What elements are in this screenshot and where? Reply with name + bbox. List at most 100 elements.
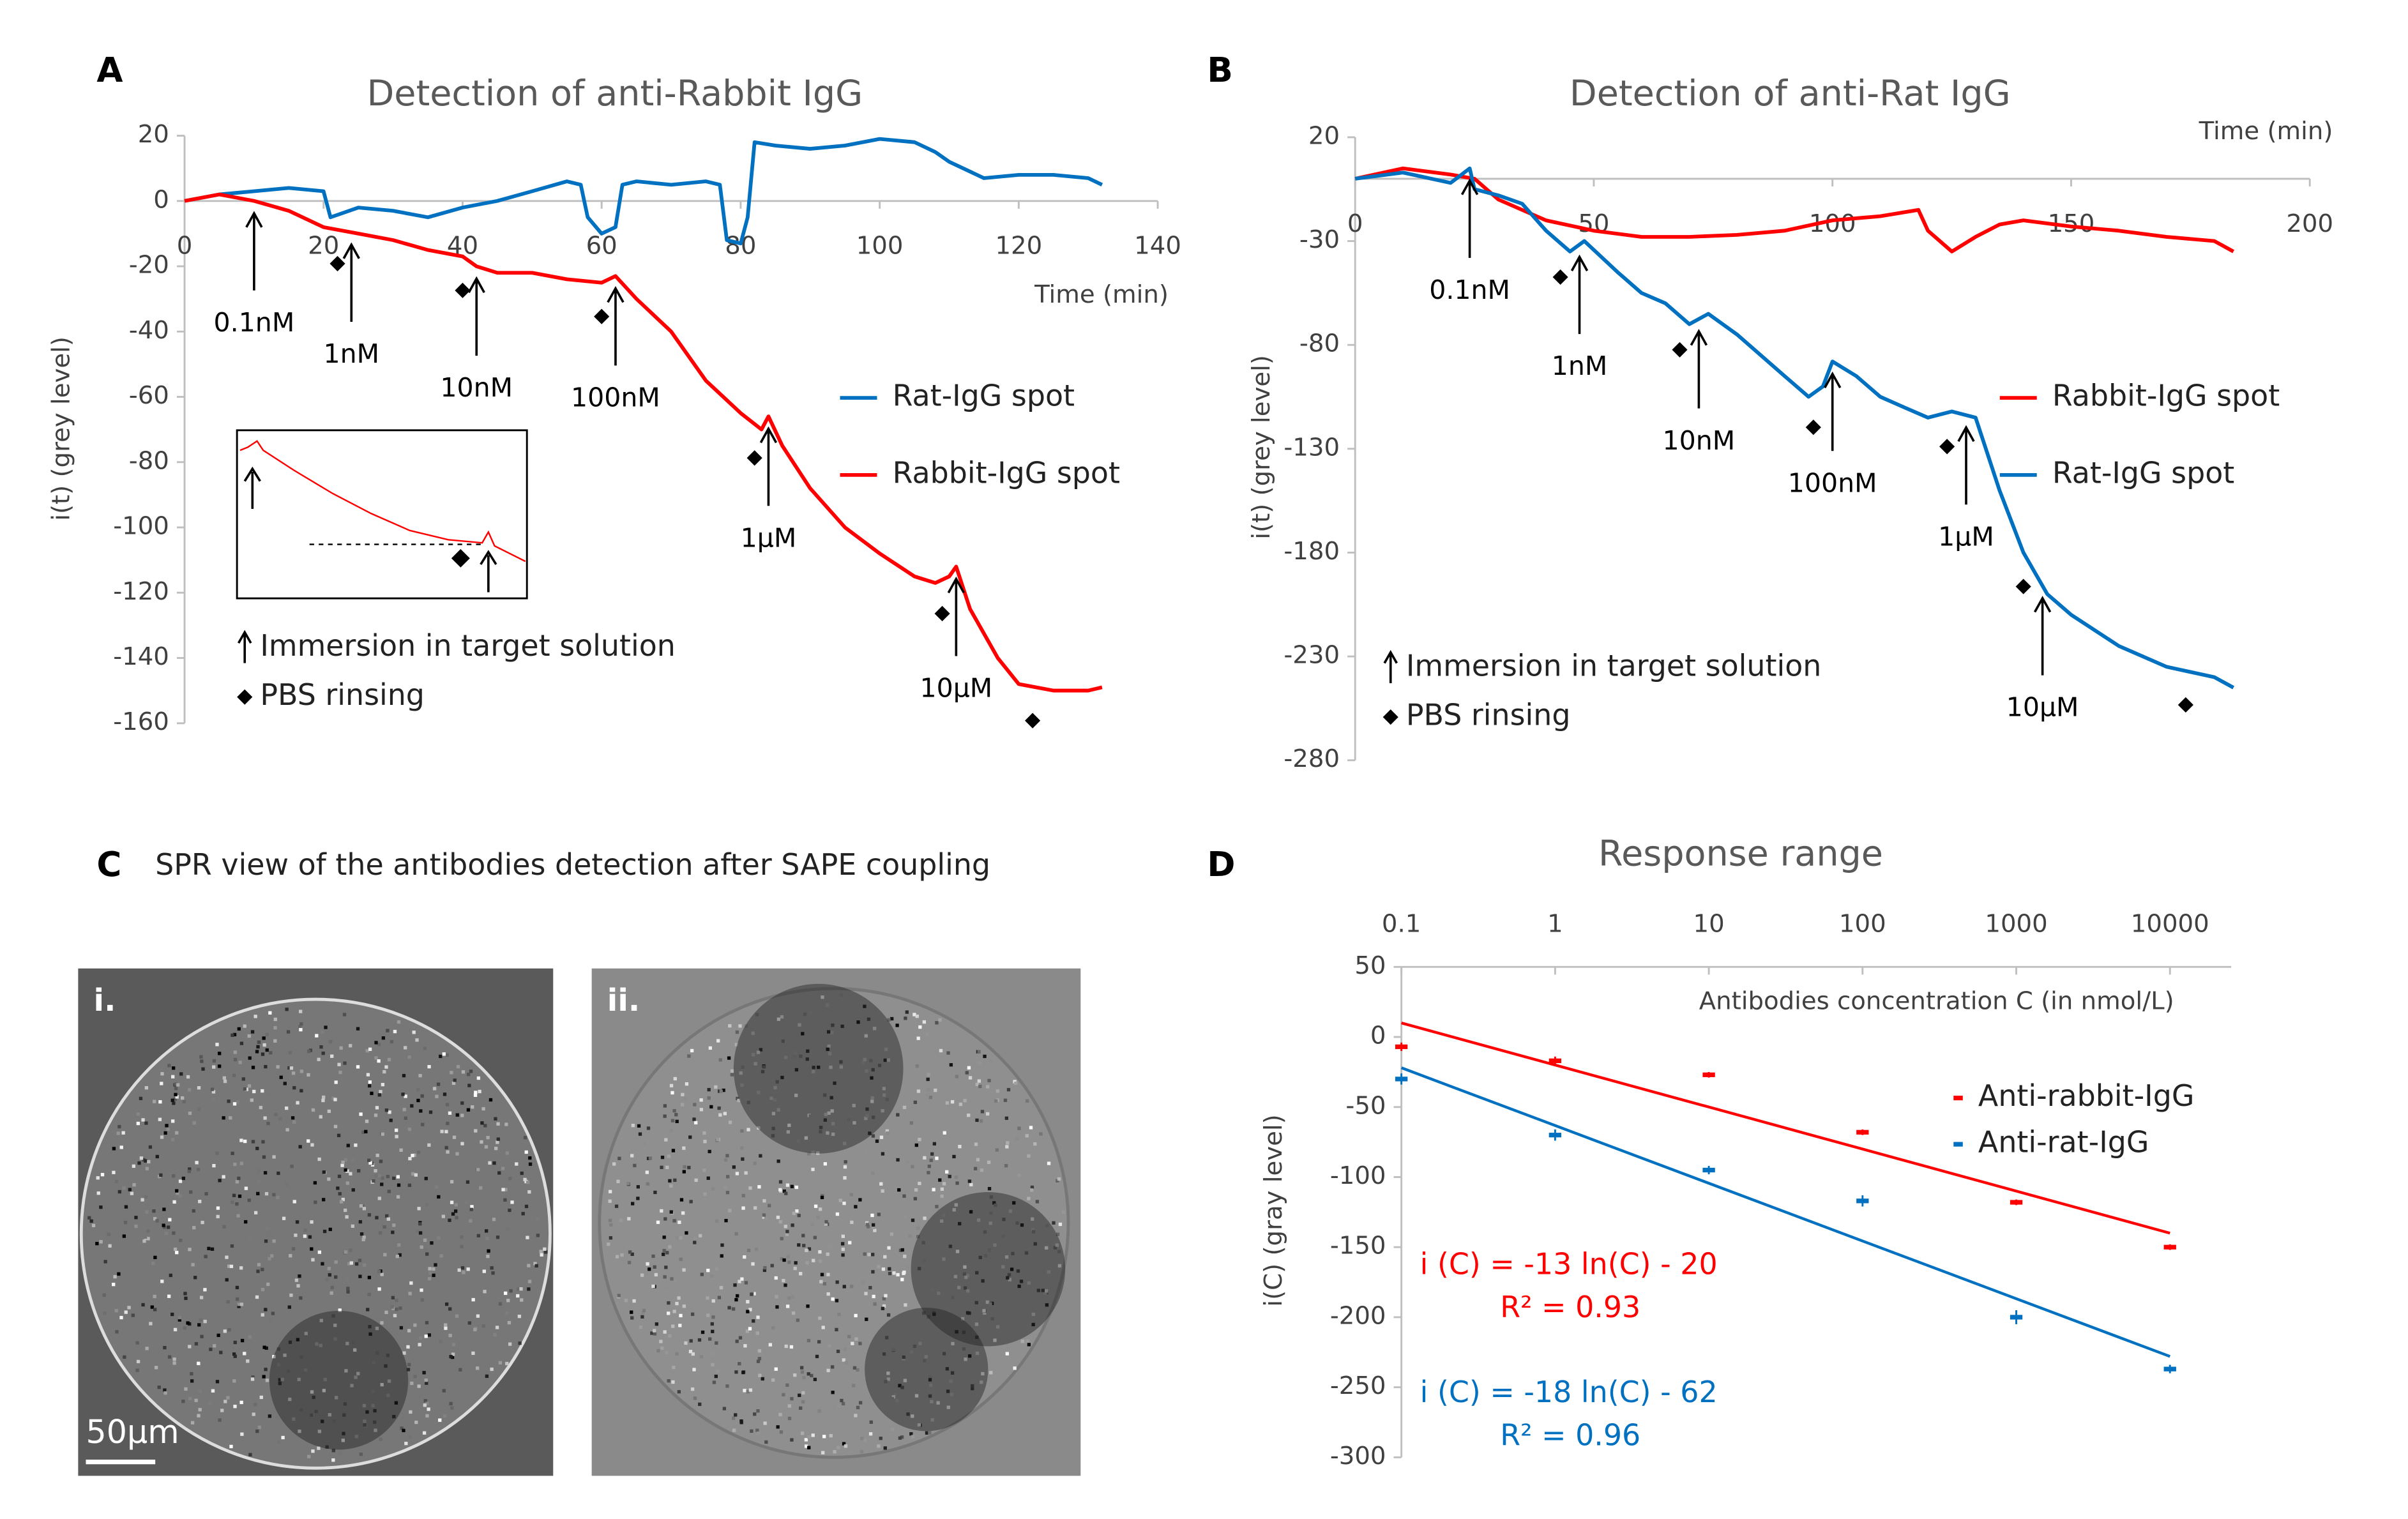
speckle <box>688 1135 692 1139</box>
arrow <box>1690 329 1708 409</box>
speckle <box>895 1398 899 1402</box>
speckle <box>815 1354 819 1359</box>
speckle <box>438 1418 442 1422</box>
speckle <box>261 1287 265 1292</box>
speckle <box>265 1048 269 1052</box>
speckle <box>975 1335 979 1339</box>
note-diamond <box>237 689 253 705</box>
speckle <box>671 1380 675 1384</box>
speckle <box>375 1351 379 1355</box>
speckle <box>797 1243 801 1247</box>
rinse-marker <box>1805 419 1821 435</box>
speckle <box>943 1131 946 1135</box>
speckle <box>917 1267 921 1271</box>
speckle <box>856 1020 860 1024</box>
speckle <box>958 1145 962 1149</box>
speckle <box>638 1132 642 1136</box>
speckle <box>691 1352 695 1356</box>
speckle <box>822 1435 826 1439</box>
speckle <box>865 1114 869 1118</box>
speckle <box>758 1373 762 1377</box>
speckle <box>740 1277 744 1281</box>
speckle <box>397 1183 401 1187</box>
speckle <box>664 1266 668 1269</box>
speckle <box>780 1075 784 1080</box>
speckle <box>940 1219 944 1223</box>
speckle <box>898 1384 902 1387</box>
speckle <box>132 1164 135 1168</box>
speckle <box>356 1065 360 1069</box>
speckle <box>902 1194 906 1198</box>
speckle <box>247 1198 251 1202</box>
speckle <box>799 1054 803 1058</box>
speckle <box>331 1458 335 1462</box>
speckle <box>509 1289 513 1293</box>
speckle <box>804 1438 808 1442</box>
speckle <box>787 1123 791 1128</box>
speckle <box>398 1306 402 1310</box>
speckle <box>884 1380 888 1384</box>
speckle <box>448 1333 452 1338</box>
speckle <box>266 1092 271 1096</box>
speckle <box>674 1113 678 1117</box>
speckle <box>978 1084 982 1089</box>
speckle <box>427 1407 430 1411</box>
speckle <box>693 1236 697 1240</box>
speckle <box>962 1330 966 1334</box>
speckle <box>310 1390 314 1394</box>
speckle <box>779 1430 784 1434</box>
speckle <box>417 1384 421 1388</box>
speckle <box>940 1194 944 1198</box>
legend-label: Rabbit-IgG spot <box>2052 379 2280 413</box>
speckle <box>826 1273 830 1276</box>
speckle <box>677 1296 681 1300</box>
speckle <box>407 1055 411 1059</box>
speckle <box>976 1158 980 1161</box>
speckle <box>885 1336 889 1340</box>
speckle <box>272 1155 276 1159</box>
speckle <box>806 1152 811 1156</box>
speckle <box>183 1292 187 1296</box>
speckle <box>508 1208 511 1213</box>
speckle <box>508 1342 512 1346</box>
speckle <box>746 1128 750 1131</box>
speckle <box>801 1400 805 1404</box>
speckle <box>662 1249 666 1253</box>
speckle <box>354 1262 359 1266</box>
speckle <box>212 1059 216 1063</box>
panel-label: C <box>96 845 121 884</box>
speckle <box>849 1285 854 1289</box>
speckle <box>837 1404 840 1408</box>
speckle <box>782 1278 785 1283</box>
speckle <box>158 1100 162 1104</box>
speckle <box>679 1236 683 1240</box>
speckle <box>764 1440 768 1444</box>
speckle <box>153 1217 157 1221</box>
speckle <box>799 1272 803 1276</box>
speckle <box>1030 1188 1034 1192</box>
speckle <box>435 1094 439 1098</box>
speckle <box>261 1313 264 1317</box>
speckle <box>319 1115 322 1119</box>
x-tick-label: 60 <box>586 232 617 261</box>
series-line <box>184 192 1103 693</box>
speckle <box>197 1323 201 1327</box>
speckle <box>886 1131 890 1135</box>
speckle <box>481 1107 485 1111</box>
speckle <box>444 1302 449 1306</box>
speckle <box>672 1219 676 1223</box>
speckle <box>908 1234 912 1238</box>
speckle <box>424 1177 428 1181</box>
speckle <box>345 1215 349 1219</box>
equation: i (C) = -18 ln(C) - 62 <box>1420 1375 1718 1409</box>
speckle <box>527 1264 531 1267</box>
speckle <box>231 1151 234 1156</box>
speckle <box>689 1339 693 1343</box>
speckle <box>496 1236 500 1239</box>
speckle <box>517 1314 522 1319</box>
speckle <box>425 1414 429 1418</box>
speckle <box>217 1064 222 1068</box>
speckle <box>520 1171 524 1175</box>
speckle <box>294 1233 298 1237</box>
speckle <box>715 1219 719 1223</box>
